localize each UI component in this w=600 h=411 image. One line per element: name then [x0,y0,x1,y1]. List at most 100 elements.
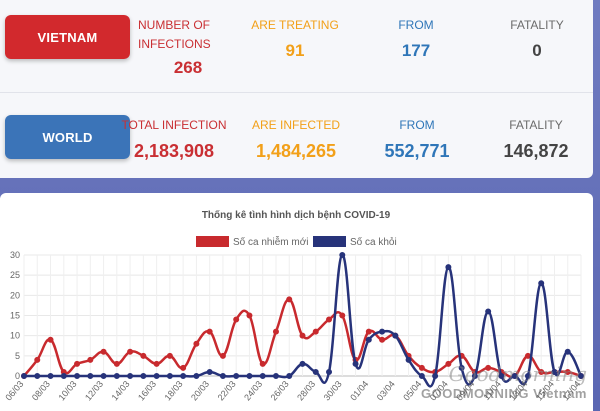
world-total-value: 2,183,908 [133,141,215,161]
x-tick-label: 18/03 [163,379,185,403]
series-recovered-point[interactable] [538,280,545,287]
series-recovered-point[interactable] [193,373,200,379]
series-new-cases-point[interactable] [113,360,120,367]
series-recovered-point[interactable] [180,373,187,379]
series-new-cases-point[interactable] [538,368,545,375]
series-new-cases-point[interactable] [87,356,94,363]
series-recovered-point[interactable] [564,348,571,355]
series-recovered-point[interactable] [74,373,81,379]
series-recovered-point[interactable] [21,373,27,379]
x-tick-label: 16/03 [136,379,158,403]
series-recovered-point[interactable] [113,373,120,379]
series-new-cases-point[interactable] [34,356,41,363]
world-from-stat: FROM 552,771 [361,116,473,162]
series-recovered-point[interactable] [339,252,346,258]
watermark-text: GOODMORNING Vietnam [420,386,587,401]
vietnam-badge[interactable]: VIETNAM [5,15,130,59]
legend-swatch-new[interactable] [196,236,229,247]
series-new-cases-point[interactable] [180,364,187,371]
series-recovered-point[interactable] [206,368,213,375]
legend-label-recovered[interactable]: Số ca khỏi [350,236,397,248]
y-tick-label: 25 [10,270,20,280]
series-recovered-point[interactable] [524,373,531,379]
series-new-cases-point[interactable] [127,348,134,355]
series-new-cases-point[interactable] [74,360,81,367]
series-new-cases-point[interactable] [524,352,531,359]
series-new-cases-point[interactable] [100,348,107,355]
vn-infections-stat: NUMBER OF INFECTIONS 268 [138,16,238,78]
series-new-cases-point[interactable] [219,352,226,359]
series-new-cases-point[interactable] [365,328,372,335]
series-recovered-point[interactable] [578,373,584,379]
series-new-cases-point[interactable] [206,328,213,335]
series-new-cases-point[interactable] [246,312,253,319]
series-recovered-point[interactable] [418,373,425,379]
series-new-cases-point[interactable] [47,336,54,343]
series-new-cases-point[interactable] [259,360,266,367]
series-new-cases-point[interactable] [564,368,571,375]
series-new-cases-point[interactable] [445,360,452,367]
series-new-cases-point[interactable] [153,360,160,367]
legend-swatch-recovered[interactable] [313,236,346,247]
series-recovered-point[interactable] [379,328,386,335]
series-new-cases-point[interactable] [233,316,240,323]
series-recovered-point[interactable] [299,360,306,367]
series-new-cases-point[interactable] [299,332,306,339]
series-new-cases-point[interactable] [312,328,319,335]
world-fatality-stat: FATALITY 146,872 [480,116,592,162]
series-recovered-point[interactable] [365,336,372,343]
y-tick-label: 5 [15,351,20,361]
series-recovered-point[interactable] [498,373,505,379]
series-recovered-point[interactable] [432,373,439,379]
vn-fatality-value: 0 [532,41,542,60]
series-recovered-point[interactable] [485,308,492,315]
series-new-cases-point[interactable] [418,364,425,371]
series-new-cases-point[interactable] [193,340,200,347]
series-recovered-point[interactable] [352,360,359,367]
legend-label-new[interactable]: Số ca nhiễm mới [233,235,308,248]
series-recovered-point[interactable] [34,373,41,379]
series-new-cases-point[interactable] [140,352,147,359]
series-recovered-point[interactable] [259,373,266,379]
series-recovered-point[interactable] [392,332,399,339]
y-tick-label: 15 [10,311,20,321]
series-new-cases-point[interactable] [286,296,293,303]
world-total-stat: TOTAL INFECTION 2,183,908 [118,116,230,162]
vn-from-value: 177 [401,41,431,60]
world-fatality-label: FATALITY [509,118,563,132]
watermark-script: Goodmorning [448,362,587,386]
series-new-cases-point[interactable] [379,336,386,343]
series-recovered-point[interactable] [153,373,160,379]
series-recovered-point[interactable] [87,373,94,379]
series-recovered-point[interactable] [272,373,279,379]
series-recovered-point[interactable] [458,364,465,371]
series-recovered-point[interactable] [312,368,319,375]
series-recovered-point[interactable] [100,373,107,379]
series-recovered-point[interactable] [246,373,253,379]
series-recovered-point[interactable] [445,264,452,271]
series-recovered-point[interactable] [471,373,478,379]
vn-infections-label: NUMBER OF INFECTIONS [138,18,211,51]
series-new-cases-point[interactable] [339,312,346,319]
series-new-cases-point[interactable] [485,364,492,371]
series-recovered-point[interactable] [127,373,134,379]
series-recovered-point[interactable] [140,373,147,379]
x-tick-label: 01/04 [348,379,370,403]
world-infected-stat: ARE INFECTED 1,484,265 [240,116,352,162]
series-recovered-point[interactable] [47,373,54,379]
vn-treating-label: ARE TREATING [251,18,339,32]
series-recovered-point[interactable] [60,373,67,379]
world-badge[interactable]: WORLD [5,115,130,159]
series-recovered-point[interactable] [219,373,226,379]
series-new-cases-point[interactable] [166,352,173,359]
series-new-cases-point[interactable] [272,328,279,335]
series-new-cases-point[interactable] [326,316,333,323]
series-recovered-point[interactable] [233,373,240,379]
series-recovered-point[interactable] [286,373,293,379]
vn-infections-value: 268 [173,58,203,77]
series-recovered-point[interactable] [405,356,412,363]
series-recovered-point[interactable] [326,368,333,375]
series-recovered-point[interactable] [551,368,558,375]
series-recovered-point[interactable] [166,373,173,379]
series-recovered-point[interactable] [511,373,518,379]
